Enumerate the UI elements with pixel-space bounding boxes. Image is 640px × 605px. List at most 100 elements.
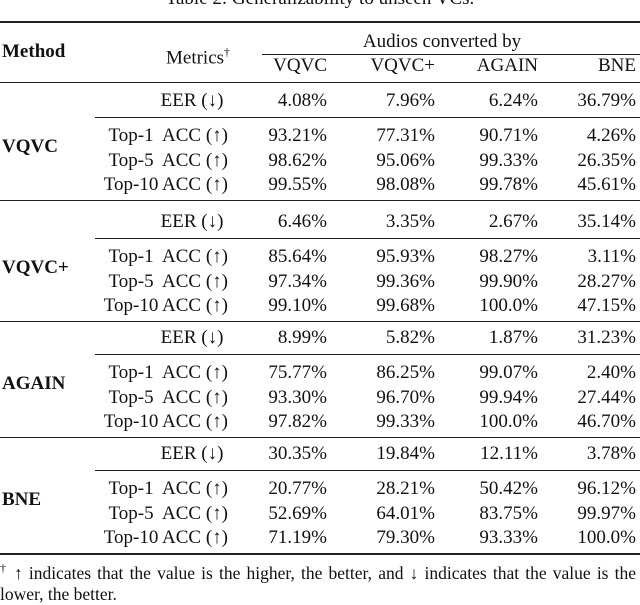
cell-value: 5.82% xyxy=(385,327,435,348)
spanner: Audios converted by xyxy=(362,31,522,52)
footnote: † ↑ indicates that the value is the high… xyxy=(0,558,636,605)
cell-value: 96.70% xyxy=(376,387,435,408)
metric-label: Top-5 ACC (↑) xyxy=(108,150,228,171)
cell-value: 93.30% xyxy=(268,387,327,408)
metric-label: EER (↓) xyxy=(160,327,224,348)
cell-value: 19.84% xyxy=(376,443,435,464)
cell-value: 36.79% xyxy=(577,90,636,111)
metric-label: Top-10 ACC (↑) xyxy=(103,295,228,316)
cell-value: 45.61% xyxy=(577,174,636,195)
cell-value: 8.99% xyxy=(277,327,327,348)
cell-value: 1.87% xyxy=(488,327,538,348)
metric-label: Top-10 ACC (↑) xyxy=(103,174,228,195)
cell-value: 96.12% xyxy=(577,478,636,499)
cell-value: 28.21% xyxy=(376,478,435,499)
cell-value: 99.33% xyxy=(376,411,435,432)
cell-value: 47.15% xyxy=(577,295,636,316)
spanner-rule xyxy=(262,54,640,55)
cell-value: 99.10% xyxy=(268,295,327,316)
metrics-mark: † xyxy=(224,45,231,59)
cell-value: 100.0% xyxy=(577,527,636,548)
cell-value: 93.21% xyxy=(268,125,327,146)
cell-value: 95.06% xyxy=(376,150,435,171)
cell-value: 26.35% xyxy=(577,150,636,171)
cell-value: 6.24% xyxy=(488,90,538,111)
metric-label: EER (↓) xyxy=(160,443,224,464)
cell-value: 99.78% xyxy=(479,174,538,195)
method-label: VQVC+ xyxy=(2,257,69,278)
cell-value: 77.31% xyxy=(376,125,435,146)
cell-value: 86.25% xyxy=(376,362,435,383)
cell-value: 4.08% xyxy=(277,90,327,111)
footnote-mark: † xyxy=(0,561,8,575)
cell-value: 71.19% xyxy=(268,527,327,548)
group-rule xyxy=(0,200,640,201)
cell-value: 20.77% xyxy=(268,478,327,499)
cell-value: 3.11% xyxy=(587,246,636,267)
metric-label: EER (↓) xyxy=(160,90,224,111)
top-rule xyxy=(0,21,640,23)
metric-label: Top-10 ACC (↑) xyxy=(103,527,228,548)
cell-value: 99.07% xyxy=(479,362,538,383)
metric-label: Top-1 ACC (↑) xyxy=(108,362,228,383)
group-rule xyxy=(0,321,640,322)
cell-value: 52.69% xyxy=(268,503,327,524)
inner-rule xyxy=(95,354,640,355)
cell-value: 79.30% xyxy=(376,527,435,548)
cell-value: 97.34% xyxy=(268,271,327,292)
metric-label: Top-10 ACC (↑) xyxy=(103,411,228,432)
inner-rule xyxy=(95,117,640,118)
cell-value: 99.94% xyxy=(479,387,538,408)
column-header: BNE xyxy=(598,55,636,76)
cell-value: 2.67% xyxy=(488,211,538,232)
inner-rule xyxy=(95,470,640,471)
cell-value: 99.36% xyxy=(376,271,435,292)
cell-value: 50.42% xyxy=(479,478,538,499)
cell-value: 64.01% xyxy=(376,503,435,524)
cell-value: 75.77% xyxy=(268,362,327,383)
cell-value: 3.35% xyxy=(385,211,435,232)
cell-value: 99.55% xyxy=(268,174,327,195)
cell-value: 85.64% xyxy=(268,246,327,267)
metric-label: Top-1 ACC (↑) xyxy=(108,246,228,267)
cell-value: 97.82% xyxy=(268,411,327,432)
metric-label: Top-5 ACC (↑) xyxy=(108,387,228,408)
cell-value: 12.11% xyxy=(480,443,538,464)
method-label: VQVC xyxy=(2,136,58,157)
cell-value: 2.40% xyxy=(586,362,636,383)
metrics-header: Metrics† xyxy=(166,41,230,69)
cell-value: 7.96% xyxy=(385,90,435,111)
cell-value: 27.44% xyxy=(577,387,636,408)
cell-value: 98.62% xyxy=(268,150,327,171)
cell-value: 99.68% xyxy=(376,295,435,316)
group-rule xyxy=(0,437,640,438)
cell-value: 93.33% xyxy=(479,527,538,548)
caption: Table 2: Generalizability to unseen VCs. xyxy=(166,0,475,10)
column-header: VQVC+ xyxy=(370,55,435,76)
cell-value: 90.71% xyxy=(479,125,538,146)
cell-value: 99.90% xyxy=(479,271,538,292)
cell-value: 35.14% xyxy=(577,211,636,232)
cell-value: 99.97% xyxy=(577,503,636,524)
bottom-rule xyxy=(0,553,640,555)
metrics-label: Metrics xyxy=(166,47,225,69)
method-label: BNE xyxy=(2,489,42,510)
cell-value: 28.27% xyxy=(577,271,636,292)
cell-value: 4.26% xyxy=(586,125,636,146)
inner-rule xyxy=(95,238,640,239)
method-label: AGAIN xyxy=(2,373,66,394)
cell-value: 98.27% xyxy=(479,246,538,267)
cell-value: 95.93% xyxy=(376,246,435,267)
header-rule xyxy=(0,82,640,83)
cell-value: 6.46% xyxy=(277,211,327,232)
metric-label: Top-1 ACC (↑) xyxy=(108,125,228,146)
cell-value: 30.35% xyxy=(268,443,327,464)
cell-value: 46.70% xyxy=(577,411,636,432)
metric-label: EER (↓) xyxy=(160,211,224,232)
cell-value: 98.08% xyxy=(376,174,435,195)
column-header: AGAIN xyxy=(476,55,538,76)
cell-value: 100.0% xyxy=(479,295,538,316)
column-header: VQVC xyxy=(273,55,327,76)
cell-value: 83.75% xyxy=(479,503,538,524)
